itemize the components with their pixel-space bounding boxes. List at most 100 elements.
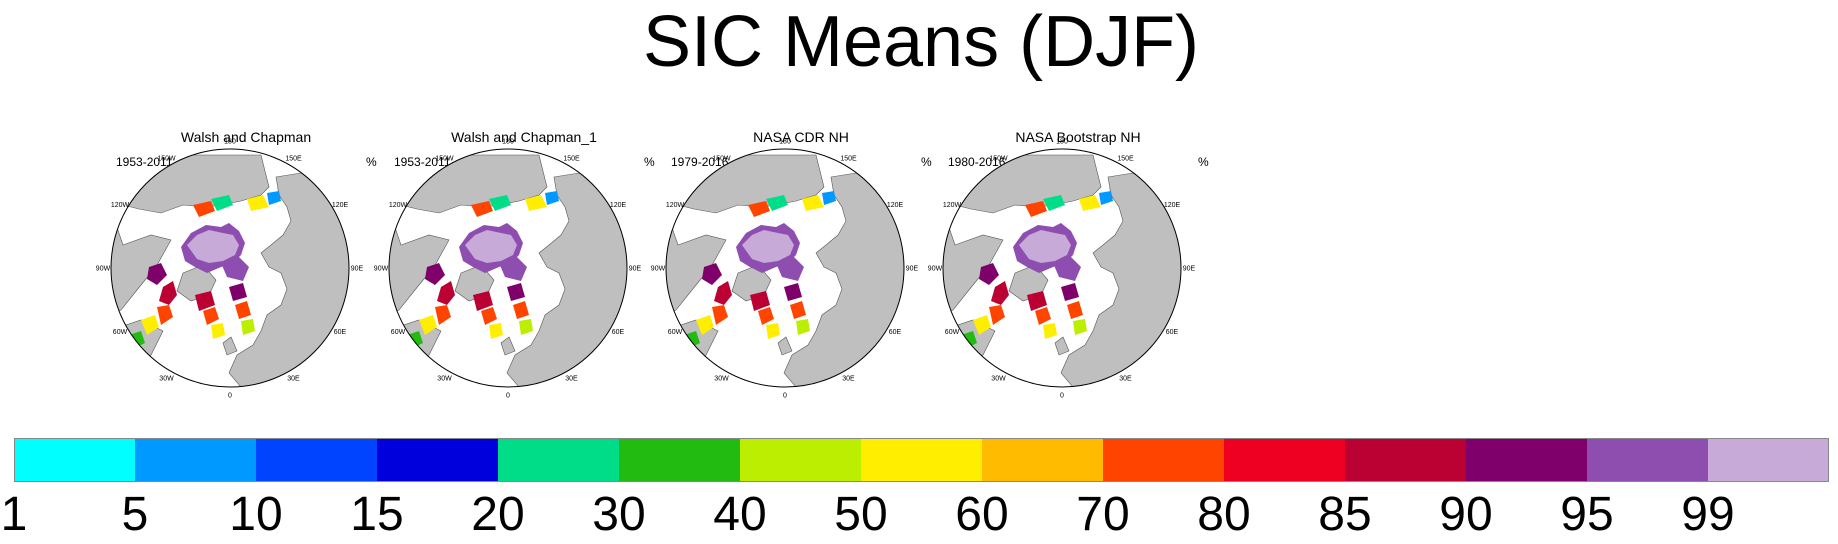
ice-edge-band — [1027, 291, 1047, 311]
map-border — [665, 148, 905, 388]
ice-edge-band — [979, 263, 999, 285]
longitude-label: 120E — [1164, 202, 1181, 209]
longitude-label: 180 — [779, 139, 791, 146]
ice-edge-band — [784, 283, 802, 301]
longitude-label: 0 — [228, 393, 232, 400]
panel-period: 1953-2011 — [116, 155, 173, 169]
longitude-label: 30W — [437, 376, 452, 383]
longitude-label: 150W — [435, 156, 454, 163]
panel-period: 1980-2016 — [948, 155, 1006, 169]
longitude-label: 60E — [334, 329, 347, 336]
colorbar-swatch — [740, 438, 862, 482]
ice-edge-band — [1061, 283, 1079, 301]
ice-edge-band — [1099, 191, 1113, 205]
colorbar-tick-label: 90 — [1439, 488, 1493, 541]
ice-edge-band — [437, 281, 455, 305]
ice-edge-band — [1035, 307, 1051, 325]
colorbar-swatch — [1224, 438, 1346, 482]
longitude-label: 30E — [287, 376, 300, 383]
ice-edge-band — [121, 345, 135, 361]
colorbar-tick-label: 70 — [1076, 488, 1130, 541]
ice-edge-band — [507, 283, 525, 301]
colorbar-tick-label: 20 — [471, 488, 525, 541]
colorbar-tick-label: 80 — [1197, 488, 1251, 541]
colorbar-frame — [14, 438, 1829, 482]
colorbar-swatch — [14, 438, 136, 482]
ice-edge-band — [1079, 195, 1101, 211]
colorbar-swatch — [1587, 438, 1709, 482]
panel-unit: % — [921, 155, 932, 169]
longitude-label: 90W — [928, 266, 943, 273]
ice-edge-band — [519, 319, 533, 335]
panel-title: NASA Bootstrap NH — [1015, 129, 1141, 145]
ice-edge-band — [766, 195, 788, 211]
ice-edge-band — [676, 345, 690, 361]
ice-edge-band — [748, 201, 770, 217]
panel-unit: % — [1198, 155, 1209, 169]
panel-unit: % — [644, 155, 655, 169]
ice-99-plus — [187, 230, 239, 263]
panel-period: 1979-2016 — [671, 155, 729, 169]
colorbar-swatch — [861, 438, 983, 482]
colorbar-swatch — [256, 438, 378, 482]
longitude-label: 60W — [113, 329, 128, 336]
ice-edge-band — [193, 201, 215, 217]
iceland-land — [777, 336, 793, 356]
colorbar-swatch — [982, 438, 1104, 482]
panel-period: 1953-2011 — [394, 155, 451, 169]
ice-edge-band — [714, 281, 732, 305]
ice-edge-band — [802, 195, 824, 211]
ice-edge-band — [1043, 195, 1065, 211]
longitude-label: 120W — [389, 202, 408, 209]
map-border — [110, 148, 350, 388]
ice-edge-band — [973, 315, 991, 335]
ice-edge-band — [1073, 319, 1087, 335]
longitude-label: 0 — [783, 393, 787, 400]
longitude-label: 90E — [1183, 266, 1196, 273]
longitude-label: 150E — [840, 156, 857, 163]
longitude-label: 150E — [1117, 156, 1134, 163]
longitude-label: 150E — [285, 156, 302, 163]
colorbar-tick-label: 10 — [229, 488, 283, 541]
ice-edge-band — [203, 307, 219, 325]
barents-ice — [221, 257, 249, 281]
ice-edge-band — [471, 201, 493, 217]
iceland-land — [500, 336, 516, 356]
longitude-label: 150W — [157, 156, 176, 163]
longitude-label: 30E — [842, 376, 855, 383]
longitude-label: 0 — [1060, 393, 1064, 400]
panel-title: Walsh and Chapman — [180, 129, 312, 145]
longitude-label: 120W — [111, 202, 130, 209]
longitude-label: 120E — [332, 202, 349, 209]
ice-edge-band — [211, 323, 225, 339]
map-border — [942, 148, 1182, 388]
longitude-label: 30E — [1119, 376, 1132, 383]
colorbar-swatch — [498, 438, 620, 482]
iceland-land — [222, 336, 238, 356]
longitude-label: 150W — [989, 156, 1008, 163]
ice-edge-band — [211, 195, 233, 211]
ice-edge-band — [712, 305, 728, 325]
ice-edge-band — [790, 301, 806, 319]
map-border — [388, 148, 628, 388]
ice-99-plus — [1019, 230, 1071, 263]
map-panel: NASA CDR NH 1979-2016% 180 150E 120E 90E 60E 30… — [651, 125, 936, 415]
colorbar-tick-label: 99 — [1681, 488, 1735, 541]
colorbar-swatch — [1466, 438, 1588, 482]
ice-edge-band — [750, 291, 770, 311]
ice-edge-band — [953, 345, 967, 361]
longitude-label: 120E — [887, 202, 904, 209]
longitude-label: 60E — [889, 329, 902, 336]
panel-title: Walsh and Chapman_1 — [451, 129, 597, 145]
longitude-label: 90E — [629, 266, 642, 273]
ice-edge-band — [159, 281, 177, 305]
colorbar-tick-label: 1 — [0, 488, 28, 541]
longitude-label: 60W — [668, 329, 683, 336]
ice-edge-band — [141, 315, 159, 335]
ice-99-plus — [742, 230, 794, 263]
ice-edge-band — [489, 323, 503, 339]
longitude-label: 30W — [714, 376, 729, 383]
colorbar-tick-label: 50 — [834, 488, 888, 541]
longitude-label: 180 — [224, 139, 236, 146]
colorbar-tick-label: 60 — [955, 488, 1009, 541]
